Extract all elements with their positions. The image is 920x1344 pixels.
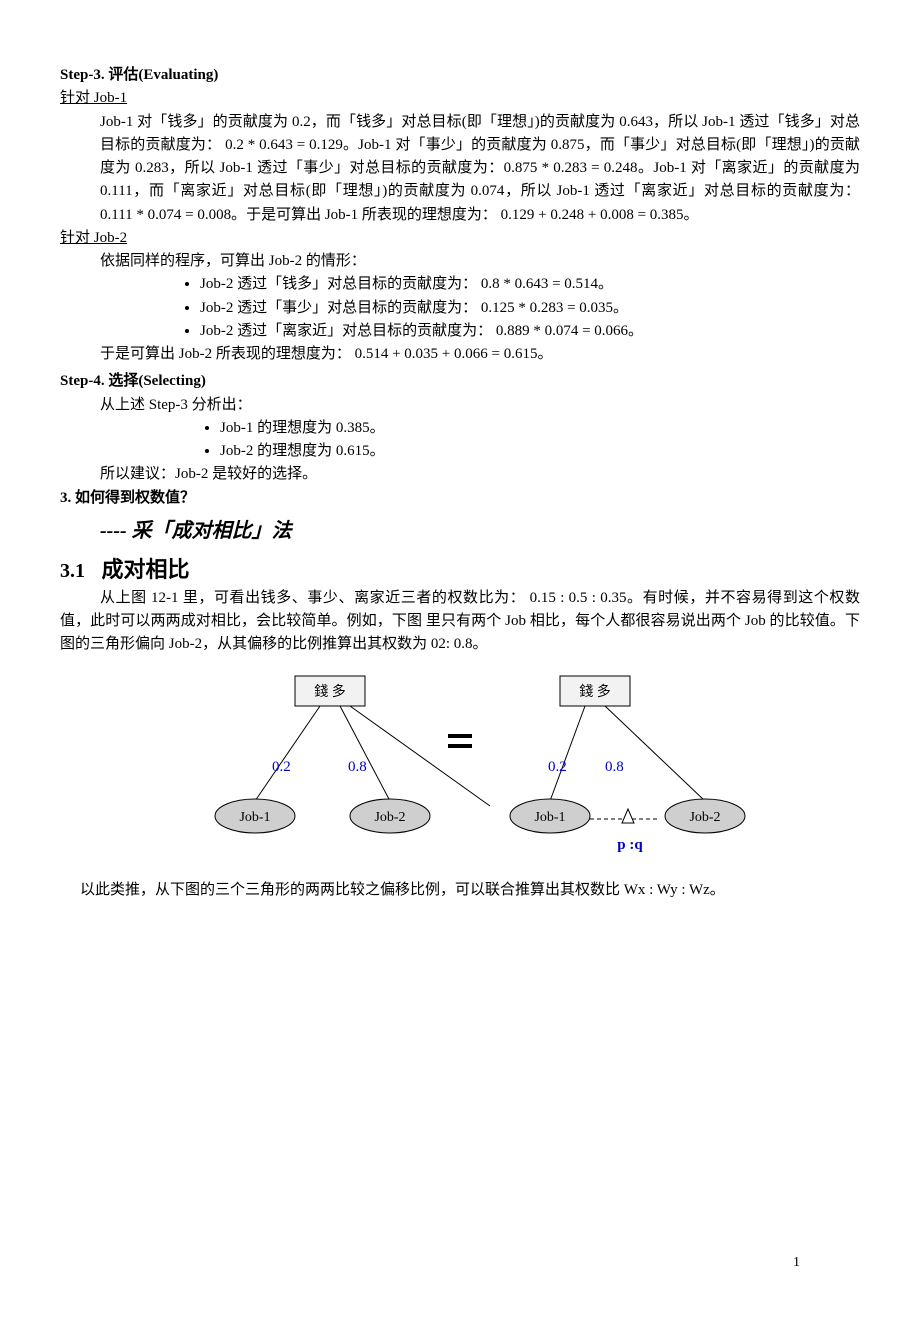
box-label-r: 錢 多 [579, 683, 611, 700]
step4-heading: Step-4. 选择(Selecting) [60, 370, 860, 393]
job1-paragraph: Job-1 对「钱多」的贡献度为 0.2，而「钱多」对总目标(即「理想」)的贡献… [60, 111, 860, 227]
section-3-1-paragraph: 从上图 12-1 里，可看出钱多、事少、离家近三者的权数比为： 0.15 : 0… [60, 587, 860, 657]
section-3-1-heading: 3.1 成对相比 [60, 553, 860, 587]
section3-question: 3. 如何得到权数值？ [60, 487, 860, 510]
job2-node: Job-2 [374, 810, 405, 825]
pq-label: p :q [617, 837, 643, 853]
method-title: ---- 采「成对相比」法 [60, 516, 860, 547]
list-item: Job-2 透过「离家近」对总目标的贡献度为： 0.889 * 0.074 = … [200, 320, 860, 343]
after-diagram-paragraph: 以此类推，从下图的三个三角形的两两比较之偏移比例，可以联合推算出其权数比 Wx … [60, 879, 860, 902]
list-item: Job-2 透过「事少」对总目标的贡献度为： 0.125 * 0.283 = 0… [200, 297, 860, 320]
section-title: 成对相比 [102, 557, 190, 582]
weight-right: 0.8 [348, 759, 367, 775]
list-item: Job-2 透过「钱多」对总目标的贡献度为： 0.8 * 0.643 = 0.5… [200, 273, 860, 296]
job1-label: 针对 Job-1 [60, 87, 860, 110]
weight-right-r: 0.8 [605, 759, 624, 775]
weight-left: 0.2 [272, 759, 291, 775]
section-number: 3.1 [60, 560, 85, 582]
job1-node-r: Job-1 [534, 810, 565, 825]
equals-icon [448, 736, 472, 746]
list-item: Job-2 的理想度为 0.615。 [220, 440, 860, 463]
step4-conclusion: 所以建议：Job-2 是较好的选择。 [60, 463, 860, 486]
step3-heading: Step-3. 评估(Evaluating) [60, 64, 860, 87]
list-item: Job-1 的理想度为 0.385。 [220, 417, 860, 440]
job2-bullet-list: Job-2 透过「钱多」对总目标的贡献度为： 0.8 * 0.643 = 0.5… [60, 273, 860, 343]
box-label: 錢 多 [314, 683, 346, 700]
job1-node: Job-1 [239, 810, 270, 825]
job2-intro: 依据同样的程序，可算出 Job-2 的情形： [60, 250, 860, 273]
diagram-svg: 錢 多 0.2 0.8 Job-1 Job-2 錢 多 0.2 0.8 Job-… [150, 671, 770, 861]
pairwise-diagram: 錢 多 0.2 0.8 Job-1 Job-2 錢 多 0.2 0.8 Job-… [60, 671, 860, 869]
job2-sum: 于是可算出 Job-2 所表现的理想度为： 0.514 + 0.035 + 0.… [60, 343, 860, 366]
job2-label: 针对 Job-2 [60, 227, 860, 250]
job2-node-r: Job-2 [689, 810, 720, 825]
step4-bullet-list: Job-1 的理想度为 0.385。 Job-2 的理想度为 0.615。 [60, 417, 860, 464]
page-number: 1 [793, 1252, 800, 1274]
weight-left-r: 0.2 [548, 759, 567, 775]
step4-intro: 从上述 Step-3 分析出： [60, 394, 860, 417]
